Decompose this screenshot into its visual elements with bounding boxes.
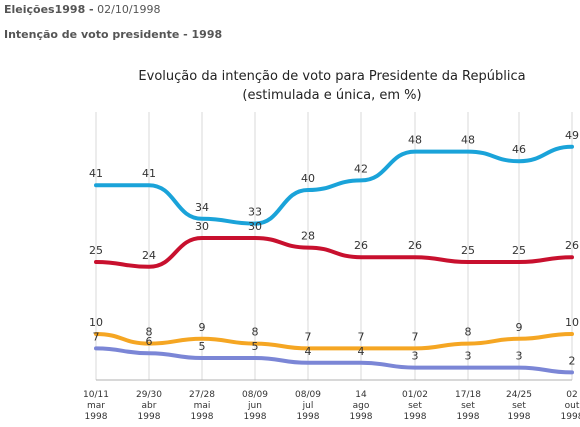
x-tick-label: set: [512, 401, 526, 411]
data-label: 9: [199, 321, 206, 334]
data-label: 8: [465, 326, 472, 339]
chart-subtitle: (estimulada e única, em %): [242, 88, 421, 103]
data-label: 30: [195, 220, 209, 233]
data-label: 30: [248, 220, 262, 233]
data-label: 26: [565, 239, 579, 252]
x-tick-label: 1998: [404, 412, 427, 422]
x-tick-label: mai: [194, 401, 211, 411]
series-line-2: [94, 236, 574, 269]
series-line-4: [94, 346, 574, 375]
header-date: 02/10/1998: [97, 3, 161, 16]
data-label: 25: [89, 244, 103, 257]
series-line-3: [94, 332, 574, 351]
x-tick-label: out: [565, 401, 580, 411]
x-tick-label: abr: [142, 401, 157, 411]
x-tick-label: 27/28: [189, 390, 215, 400]
x-tick-label: jun: [247, 401, 262, 411]
data-label: 2: [569, 354, 576, 367]
data-label: 5: [199, 340, 206, 353]
data-label: 26: [354, 239, 368, 252]
x-tick-label: 01/02: [402, 390, 428, 400]
data-label: 26: [408, 239, 422, 252]
data-label: 3: [465, 350, 472, 363]
x-tick-label: 1998: [508, 412, 531, 422]
x-tick-label: 14: [355, 390, 367, 400]
x-tick-label: set: [408, 401, 422, 411]
data-label: 3: [516, 350, 523, 363]
data-label: 9: [516, 321, 523, 334]
page-subtitle: Intenção de voto presidente - 1998: [4, 28, 223, 41]
data-label: 48: [461, 134, 475, 147]
page-header: Eleições1998 - 02/10/1998: [4, 3, 161, 16]
data-label: 40: [301, 172, 315, 185]
data-label: 48: [408, 134, 422, 147]
data-label: 25: [512, 244, 526, 257]
x-tick-label: 1998: [244, 412, 267, 422]
x-tick-label: mar: [87, 401, 105, 411]
data-label: 10: [89, 316, 103, 329]
data-label: 7: [358, 330, 365, 343]
data-label: 28: [301, 230, 315, 243]
data-label: 4: [358, 345, 365, 358]
x-tick-label: 17/18: [455, 390, 481, 400]
x-tick-label: 08/09: [242, 390, 268, 400]
x-tick-label: set: [461, 401, 475, 411]
data-label: 4: [305, 345, 312, 358]
x-tick-label: 1998: [561, 412, 580, 422]
data-label: 7: [93, 330, 100, 343]
x-tick-label: 02: [566, 390, 577, 400]
x-tick-label: 1998: [138, 412, 161, 422]
series-line-1: [94, 144, 574, 226]
data-label: 41: [89, 167, 103, 180]
data-label: 7: [412, 330, 419, 343]
x-tick-label: ago: [353, 401, 370, 411]
data-label: 24: [142, 249, 156, 262]
x-tick-label: 24/25: [506, 390, 532, 400]
data-label: 8: [146, 326, 153, 339]
x-tick-label: 1998: [85, 412, 108, 422]
x-tick-label: 1998: [350, 412, 373, 422]
x-tick-label: 08/09: [295, 390, 321, 400]
data-label: 3: [412, 350, 419, 363]
data-label: 46: [512, 143, 526, 156]
x-tick-label: 1998: [191, 412, 214, 422]
data-label: 8: [252, 326, 259, 339]
section-label: Eleições1998 -: [4, 3, 94, 16]
chart-title: Evolução da intenção de voto para Presid…: [138, 69, 525, 84]
x-tick-label: 1998: [457, 412, 480, 422]
data-label: 5: [252, 340, 259, 353]
data-label: 33: [248, 206, 262, 219]
data-label: 7: [305, 330, 312, 343]
data-label: 34: [195, 201, 209, 214]
data-label: 41: [142, 167, 156, 180]
data-label: 6: [146, 335, 153, 348]
data-label: 10: [565, 316, 579, 329]
x-tick-label: 10/11: [83, 390, 109, 400]
data-label: 49: [565, 129, 579, 142]
x-tick-label: 1998: [297, 412, 320, 422]
x-tick-label: 29/30: [136, 390, 162, 400]
data-label: 42: [354, 162, 368, 175]
data-label: 25: [461, 244, 475, 257]
x-tick-label: jul: [302, 401, 314, 411]
